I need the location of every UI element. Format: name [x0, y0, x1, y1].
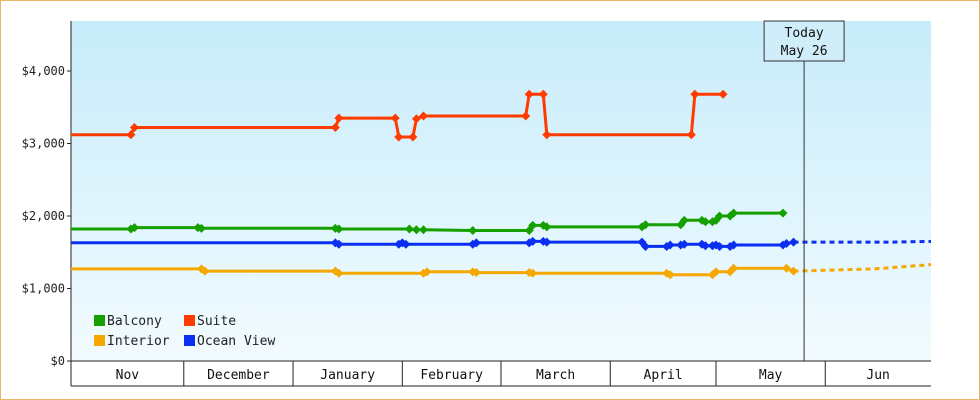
series-layer: [71, 89, 932, 280]
data-point-balcony: [528, 220, 538, 230]
series-balcony: [71, 208, 788, 235]
data-point-suite: [690, 89, 700, 99]
data-point-interior: [789, 266, 799, 276]
data-point-suite: [129, 123, 139, 133]
data-point-balcony: [715, 211, 725, 221]
data-point-balcony: [468, 226, 478, 235]
data-point-suite: [408, 132, 418, 142]
data-point-ocean-view: [700, 241, 710, 251]
data-point-balcony: [641, 220, 651, 230]
data-point-balcony: [411, 225, 421, 235]
data-point-balcony: [418, 225, 428, 235]
series-ocean-view: [71, 236, 932, 251]
y-tick-label: $3,000: [22, 137, 65, 151]
y-tick-label: $2,000: [22, 209, 65, 223]
legend-label: Suite: [197, 314, 236, 329]
legend-swatch: [184, 335, 195, 346]
data-point-interior: [422, 267, 432, 277]
data-point-balcony: [700, 217, 710, 227]
data-point-ocean-view: [401, 239, 411, 249]
data-point-ocean-view: [528, 236, 538, 246]
legend-label: Balcony: [107, 314, 162, 329]
legend-label: Ocean View: [197, 334, 275, 349]
data-point-interior: [665, 270, 675, 280]
data-point-balcony: [129, 223, 139, 233]
legend-item-interior: Interior: [94, 334, 170, 349]
y-tick-label: $1,000: [22, 282, 65, 296]
data-point-ocean-view: [715, 241, 725, 251]
data-point-balcony: [542, 222, 552, 232]
data-point-balcony: [404, 224, 414, 234]
data-point-ocean-view: [334, 239, 344, 249]
data-point-balcony: [778, 208, 788, 218]
data-point-balcony: [196, 223, 206, 233]
data-point-balcony: [729, 208, 739, 218]
legend-item-ocean-view: Ocean View: [184, 334, 275, 349]
month-label: March: [536, 368, 575, 383]
legend-item-suite: Suite: [184, 314, 236, 329]
data-point-suite: [718, 89, 728, 99]
data-point-interior: [200, 266, 210, 276]
legend-swatch: [94, 335, 105, 346]
data-point-ocean-view: [665, 240, 675, 250]
y-tick-label: $0: [51, 354, 65, 368]
data-point-suite: [524, 89, 534, 99]
data-point-suite: [394, 132, 404, 142]
data-point-interior: [729, 263, 739, 273]
data-point-suite: [334, 113, 344, 123]
series-interior: [71, 263, 932, 280]
today-label-box: [763, 20, 845, 62]
month-label: April: [644, 368, 683, 383]
legend-label: Interior: [107, 334, 170, 349]
data-point-ocean-view: [679, 239, 689, 249]
month-label: Jun: [866, 368, 889, 383]
month-label: Nov: [116, 368, 140, 383]
data-point-ocean-view: [641, 241, 651, 251]
data-point-interior: [528, 268, 538, 278]
data-point-suite: [538, 89, 548, 99]
data-point-interior: [334, 268, 344, 278]
month-label: December: [207, 368, 270, 383]
data-point-suite: [542, 130, 552, 140]
data-point-suite: [686, 130, 696, 140]
y-tick-label: $4,000: [22, 64, 65, 78]
data-point-suite: [521, 111, 531, 121]
today-marker: Today May 26: [763, 20, 845, 361]
projection-line-interior: [793, 263, 932, 273]
data-point-ocean-view: [471, 238, 481, 248]
data-point-interior: [471, 268, 481, 278]
month-label: May: [759, 368, 783, 383]
data-point-interior: [711, 267, 721, 277]
month-label: February: [420, 368, 483, 383]
data-point-balcony: [679, 215, 689, 225]
legend: Balcony Suite Interior Ocean View: [94, 314, 275, 349]
data-point-ocean-view: [542, 237, 552, 247]
data-point-suite: [390, 113, 400, 123]
data-point-interior: [781, 263, 791, 273]
legend-item-balcony: Balcony: [94, 314, 162, 329]
data-point-ocean-view: [781, 239, 791, 249]
data-point-suite: [411, 114, 421, 124]
y-axis: $0 $1,000 $2,000 $3,000 $4,000: [22, 21, 72, 386]
data-point-suite: [330, 123, 340, 133]
today-date-label: May 26: [781, 44, 828, 59]
data-point-ocean-view: [729, 240, 739, 250]
legend-swatch: [184, 315, 195, 326]
legend-swatch: [94, 315, 105, 326]
data-point-suite: [418, 111, 428, 121]
data-point-balcony: [334, 224, 344, 234]
x-axis: Nov December January February March April May J…: [71, 360, 931, 387]
today-label: Today: [785, 26, 824, 41]
plot-area: [71, 21, 931, 361]
data-point-suite: [126, 130, 136, 140]
data-point-ocean-view: [789, 237, 799, 247]
series-suite: [71, 89, 728, 142]
month-label: January: [320, 368, 375, 383]
